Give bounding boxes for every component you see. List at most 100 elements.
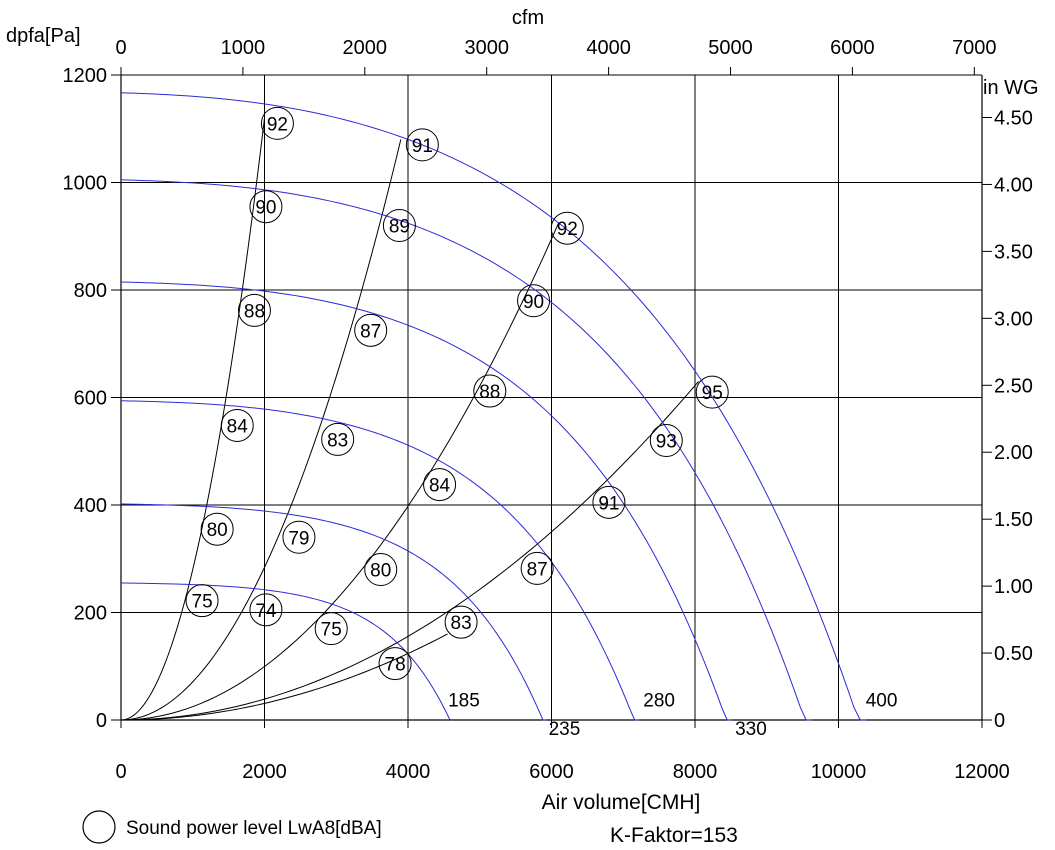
fan-curves — [120, 92, 867, 721]
x-tick-label: 12000 — [954, 761, 1010, 783]
right-tick-label: 4.00 — [994, 174, 1033, 196]
sound-level-label: 87 — [527, 559, 548, 580]
sound-level-label: 92 — [267, 114, 288, 135]
sound-level-marker: 80 — [200, 512, 234, 546]
right-tick-label: 3.50 — [994, 241, 1033, 263]
sound-level-circle — [249, 190, 283, 224]
top-tick-label: 1000 — [221, 37, 266, 59]
right-tick-label: 2.50 — [994, 375, 1033, 397]
sound-level-circle — [220, 408, 254, 442]
y-tick-label: 200 — [74, 603, 107, 625]
sound-level-marker: 95 — [695, 375, 729, 409]
right-tick-label: 0.50 — [994, 643, 1033, 665]
sound-level-label: 75 — [192, 592, 213, 613]
y-tick-label: 600 — [74, 388, 107, 410]
sound-level-marker: 84 — [220, 408, 254, 442]
sound-level-label: 88 — [479, 382, 500, 403]
sound-level-circle — [321, 422, 355, 456]
sound-level-circle — [282, 520, 316, 554]
sound-level-label: 89 — [389, 217, 410, 238]
sound-level-label: 92 — [557, 219, 578, 240]
sound-level-marker: 92 — [260, 106, 294, 140]
sound-level-label: 79 — [288, 528, 309, 549]
sound-level-marker: 84 — [423, 468, 457, 502]
sound-level-label: 83 — [451, 613, 472, 634]
sound-level-circle — [260, 106, 294, 140]
sound-level-circle — [517, 284, 551, 318]
right-tick-label: 4.50 — [994, 108, 1033, 130]
sound-level-marker: 87 — [520, 551, 554, 585]
sound-level-marker: 83 — [321, 422, 355, 456]
axes — [111, 67, 992, 728]
fan-curve-unlabeled — [120, 179, 812, 721]
sound-level-label: 74 — [255, 601, 277, 622]
sound-level-markers: 92 91 92 95 90 89 90 93 88 87 88 91 84 83 84 87 80 79 80 83… — [185, 106, 729, 681]
sound-level-label: 90 — [255, 198, 276, 219]
sound-level-circle — [405, 128, 439, 162]
sound-level-label: 78 — [385, 655, 406, 676]
sound-level-circle — [378, 647, 412, 681]
sound-level-label: 90 — [523, 292, 544, 313]
sound-level-marker: 74 — [249, 593, 283, 627]
y-tick-label: 1200 — [63, 65, 108, 87]
right-tick-label: 1.00 — [994, 576, 1033, 598]
sound-level-marker: 91 — [405, 128, 439, 162]
fan-curve-label: 235 — [549, 719, 581, 740]
x-tick-label: 4000 — [386, 761, 431, 783]
sound-level-label: 93 — [656, 432, 677, 453]
sound-level-label: 84 — [429, 476, 451, 497]
top-tick-label: 6000 — [830, 37, 875, 59]
sound-level-marker: 75 — [185, 584, 219, 618]
fan-curve-330 — [120, 281, 733, 721]
system-line — [120, 222, 560, 721]
sound-level-circle — [444, 605, 478, 639]
x-tick-label: 2000 — [242, 761, 287, 783]
sound-level-circle — [649, 424, 683, 457]
top-tick-label: 4000 — [586, 37, 631, 59]
sound-level-label: 88 — [244, 301, 265, 322]
legend: Sound power level LwA8[dBA] — [82, 810, 382, 844]
sound-level-circle — [249, 593, 283, 627]
sound-level-circle — [520, 551, 554, 585]
y-tick-label: 800 — [74, 280, 107, 302]
right-tick-label: 1.50 — [994, 509, 1033, 531]
sound-level-circle — [200, 512, 234, 546]
sound-level-marker: 88 — [237, 293, 271, 327]
top-tick-label: 3000 — [464, 37, 509, 59]
x-tick-label: 0 — [115, 761, 126, 783]
sound-level-marker: 90 — [517, 284, 551, 318]
sound-level-marker: 79 — [282, 520, 316, 554]
sound-level-marker: 92 — [550, 211, 584, 245]
sound-level-circle — [237, 293, 271, 327]
grid — [120, 74, 983, 721]
sound-level-marker: 93 — [649, 424, 683, 457]
y-tick-label: 1000 — [63, 173, 108, 195]
sound-level-marker: 87 — [354, 313, 388, 347]
y-axis-title-left: dpfa[Pa] — [6, 25, 81, 47]
sound-level-marker: 89 — [382, 209, 416, 242]
sound-level-label: 87 — [360, 321, 381, 342]
sound-level-circle — [382, 209, 416, 242]
sound-level-marker: 91 — [592, 485, 626, 519]
sound-level-marker: 75 — [314, 612, 348, 646]
sound-level-circle — [364, 553, 398, 586]
sound-level-marker: 90 — [249, 190, 283, 224]
top-tick-label: 5000 — [708, 37, 753, 59]
sound-level-circle — [592, 485, 626, 519]
sound-level-circle — [314, 612, 348, 646]
sound-level-label: 80 — [370, 561, 391, 582]
sound-level-marker: 78 — [378, 647, 412, 681]
right-tick-label: 2.00 — [994, 442, 1033, 464]
sound-level-circle — [354, 313, 388, 347]
sound-level-circle — [473, 374, 507, 408]
fan-curve-label: 280 — [643, 691, 675, 712]
sound-level-circle — [423, 468, 457, 502]
y-axis-title-right: in WG — [983, 77, 1039, 99]
sound-level-marker: 80 — [364, 553, 398, 586]
sound-level-label: 80 — [207, 520, 228, 541]
x-axis-title-bottom: Air volume[CMH] — [542, 791, 701, 814]
x-tick-label: 6000 — [529, 761, 574, 783]
k-factor-label: K-Faktor=153 — [610, 824, 738, 847]
top-tick-label: 2000 — [343, 37, 388, 59]
